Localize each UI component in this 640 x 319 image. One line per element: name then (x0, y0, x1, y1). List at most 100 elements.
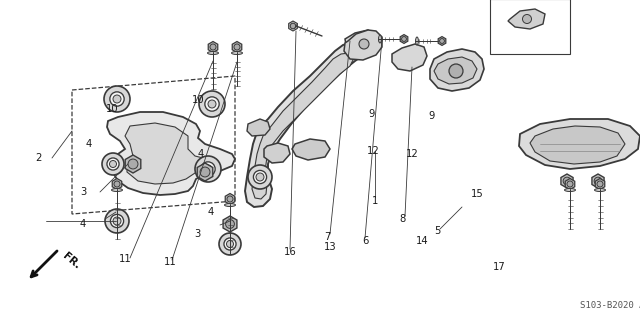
Circle shape (224, 238, 236, 250)
Polygon shape (430, 49, 484, 91)
Polygon shape (519, 119, 640, 169)
Ellipse shape (595, 189, 605, 191)
Circle shape (227, 196, 233, 202)
Polygon shape (561, 174, 573, 188)
Bar (490, 0, 570, 54)
Polygon shape (289, 21, 298, 31)
Circle shape (204, 165, 212, 173)
Circle shape (107, 158, 119, 170)
Circle shape (563, 177, 571, 185)
Circle shape (195, 156, 221, 182)
Circle shape (200, 167, 210, 177)
Polygon shape (225, 194, 235, 204)
Polygon shape (208, 41, 218, 53)
Text: 7: 7 (324, 232, 330, 242)
Text: 9: 9 (429, 111, 435, 121)
Circle shape (104, 86, 130, 112)
Text: 1: 1 (372, 196, 378, 206)
Circle shape (205, 97, 219, 111)
Circle shape (113, 95, 121, 103)
Text: 4: 4 (86, 139, 92, 149)
Circle shape (449, 64, 463, 78)
Text: 11: 11 (118, 254, 131, 264)
Polygon shape (292, 139, 330, 160)
Polygon shape (245, 42, 365, 207)
Ellipse shape (379, 35, 381, 43)
Circle shape (597, 181, 603, 187)
Circle shape (219, 233, 241, 255)
Text: 17: 17 (493, 262, 506, 272)
Polygon shape (438, 37, 446, 45)
Polygon shape (344, 30, 382, 60)
Polygon shape (345, 30, 374, 49)
Circle shape (113, 217, 121, 225)
Ellipse shape (225, 204, 236, 206)
Circle shape (522, 14, 531, 24)
Polygon shape (508, 9, 545, 29)
Ellipse shape (415, 37, 419, 45)
Text: 16: 16 (284, 247, 296, 257)
Polygon shape (595, 179, 605, 189)
Polygon shape (434, 57, 477, 84)
Circle shape (109, 160, 116, 167)
Circle shape (199, 91, 225, 117)
Polygon shape (565, 179, 575, 189)
Text: 4: 4 (80, 219, 86, 229)
Polygon shape (392, 44, 427, 71)
Ellipse shape (232, 51, 243, 55)
Text: 4: 4 (208, 207, 214, 217)
Circle shape (248, 165, 272, 189)
Circle shape (291, 23, 296, 29)
Circle shape (440, 39, 444, 43)
Polygon shape (197, 163, 212, 181)
Text: 3: 3 (80, 187, 86, 197)
Polygon shape (252, 53, 354, 199)
Circle shape (359, 39, 369, 49)
Text: 14: 14 (416, 236, 428, 246)
Ellipse shape (564, 189, 575, 191)
Circle shape (110, 92, 124, 106)
Text: 13: 13 (324, 242, 336, 252)
Circle shape (128, 159, 138, 169)
Polygon shape (107, 112, 235, 195)
Polygon shape (125, 155, 141, 173)
Text: 8: 8 (400, 214, 406, 224)
Text: 10: 10 (192, 95, 204, 105)
Polygon shape (232, 41, 242, 53)
Text: 5: 5 (434, 226, 440, 236)
Polygon shape (400, 34, 408, 43)
Polygon shape (264, 143, 290, 163)
Polygon shape (530, 126, 625, 164)
Text: FR.: FR. (61, 251, 83, 271)
Text: 12: 12 (406, 149, 419, 159)
Circle shape (114, 181, 120, 187)
Circle shape (102, 153, 124, 175)
Circle shape (111, 214, 124, 227)
Text: 11: 11 (164, 257, 177, 267)
Text: 12: 12 (367, 146, 380, 156)
Circle shape (226, 219, 234, 228)
Polygon shape (223, 216, 237, 232)
Circle shape (210, 44, 216, 50)
Circle shape (234, 44, 240, 50)
Polygon shape (592, 174, 604, 188)
Text: 3: 3 (194, 229, 200, 239)
Circle shape (208, 100, 216, 108)
Text: 6: 6 (362, 236, 368, 246)
Polygon shape (247, 119, 270, 136)
Circle shape (401, 37, 406, 41)
Polygon shape (112, 179, 122, 189)
Circle shape (253, 170, 267, 184)
Circle shape (256, 173, 264, 181)
Text: 15: 15 (470, 189, 483, 199)
Circle shape (594, 177, 602, 185)
Circle shape (105, 209, 129, 233)
Circle shape (357, 35, 365, 43)
Text: 10: 10 (106, 104, 118, 114)
Text: 9: 9 (369, 109, 375, 119)
Circle shape (227, 241, 234, 248)
Text: S103-B2020 A: S103-B2020 A (580, 300, 640, 309)
Circle shape (567, 181, 573, 187)
Ellipse shape (207, 51, 218, 55)
Text: 2: 2 (35, 153, 41, 163)
